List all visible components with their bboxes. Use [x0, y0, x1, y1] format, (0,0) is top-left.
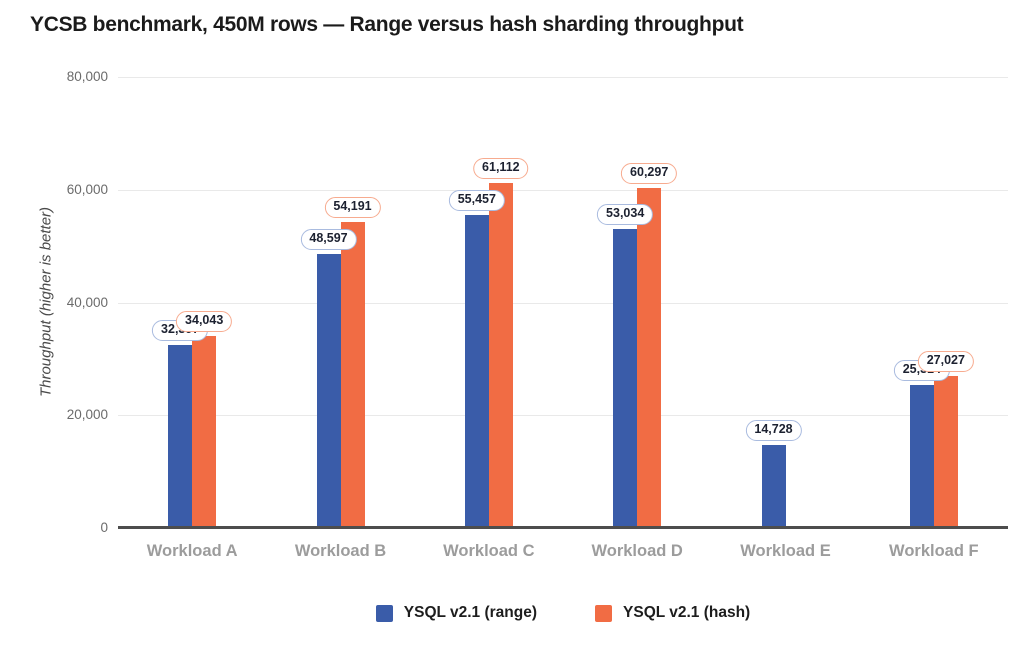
bar-range — [613, 229, 638, 528]
x-category-label: Workload A — [146, 542, 238, 560]
value-label-hash: 27,027 — [917, 351, 974, 372]
value-label-hash: 61,112 — [473, 158, 529, 179]
y-tick-label: 40,000 — [66, 294, 108, 310]
gridline — [118, 302, 1008, 304]
x-category-label: Workload E — [740, 542, 831, 560]
value-label-range: 55,457 — [448, 190, 505, 211]
legend-label-range: YSQL v2.1 (range) — [403, 604, 538, 621]
bar-range — [168, 345, 193, 528]
value-label-range: 14,728 — [745, 420, 802, 441]
y-tick-label: 0 — [100, 520, 108, 535]
legend-swatch-hash-icon — [595, 604, 613, 622]
y-tick-label: 20,000 — [66, 407, 108, 423]
bar-range — [909, 385, 934, 528]
bar-hash — [340, 222, 365, 528]
value-label-range: 48,597 — [300, 229, 357, 250]
bar-hash — [637, 188, 662, 528]
legend-item-hash: YSQL v2.1 (hash) — [595, 604, 750, 622]
legend-swatch-range-icon — [375, 604, 393, 622]
bar-hash — [933, 376, 958, 528]
x-axis-line — [118, 526, 1008, 529]
value-label-hash: 34,043 — [176, 311, 233, 332]
x-category-label: Workload C — [443, 542, 535, 560]
bar-range — [464, 215, 489, 528]
bar-hash — [488, 183, 513, 528]
value-label-hash: 54,191 — [324, 197, 381, 218]
bar-range — [316, 254, 341, 528]
x-category-label: Workload B — [294, 542, 387, 560]
legend: YSQL v2.1 (range) YSQL v2.1 (hash) — [118, 604, 1008, 622]
gridline — [118, 77, 1008, 78]
gridline — [118, 189, 1008, 191]
plot-area: 32,39734,04348,59754,19155,45761,11253,0… — [118, 77, 1008, 529]
value-label-hash: 60,297 — [621, 163, 678, 184]
bar-range — [761, 445, 786, 528]
gridline — [118, 415, 1008, 417]
x-category-label: Workload D — [591, 542, 683, 560]
legend-item-range: YSQL v2.1 (range) — [375, 604, 538, 622]
bar-hash — [192, 336, 217, 528]
y-tick-label: 60,000 — [66, 181, 108, 197]
value-label-range: 53,034 — [597, 204, 654, 225]
legend-label-hash: YSQL v2.1 (hash) — [623, 604, 751, 621]
x-category-label: Workload F — [889, 542, 979, 560]
chart-title: YCSB benchmark, 450M rows — Range versus… — [30, 13, 744, 36]
x-axis-category-labels: Workload A Workload B Workload C Workload D… — [118, 542, 1008, 568]
y-tick-label: 80,000 — [66, 69, 108, 84]
y-axis-tick-labels: 0 20,000 40,000 60,000 80,000 — [0, 69, 108, 535]
